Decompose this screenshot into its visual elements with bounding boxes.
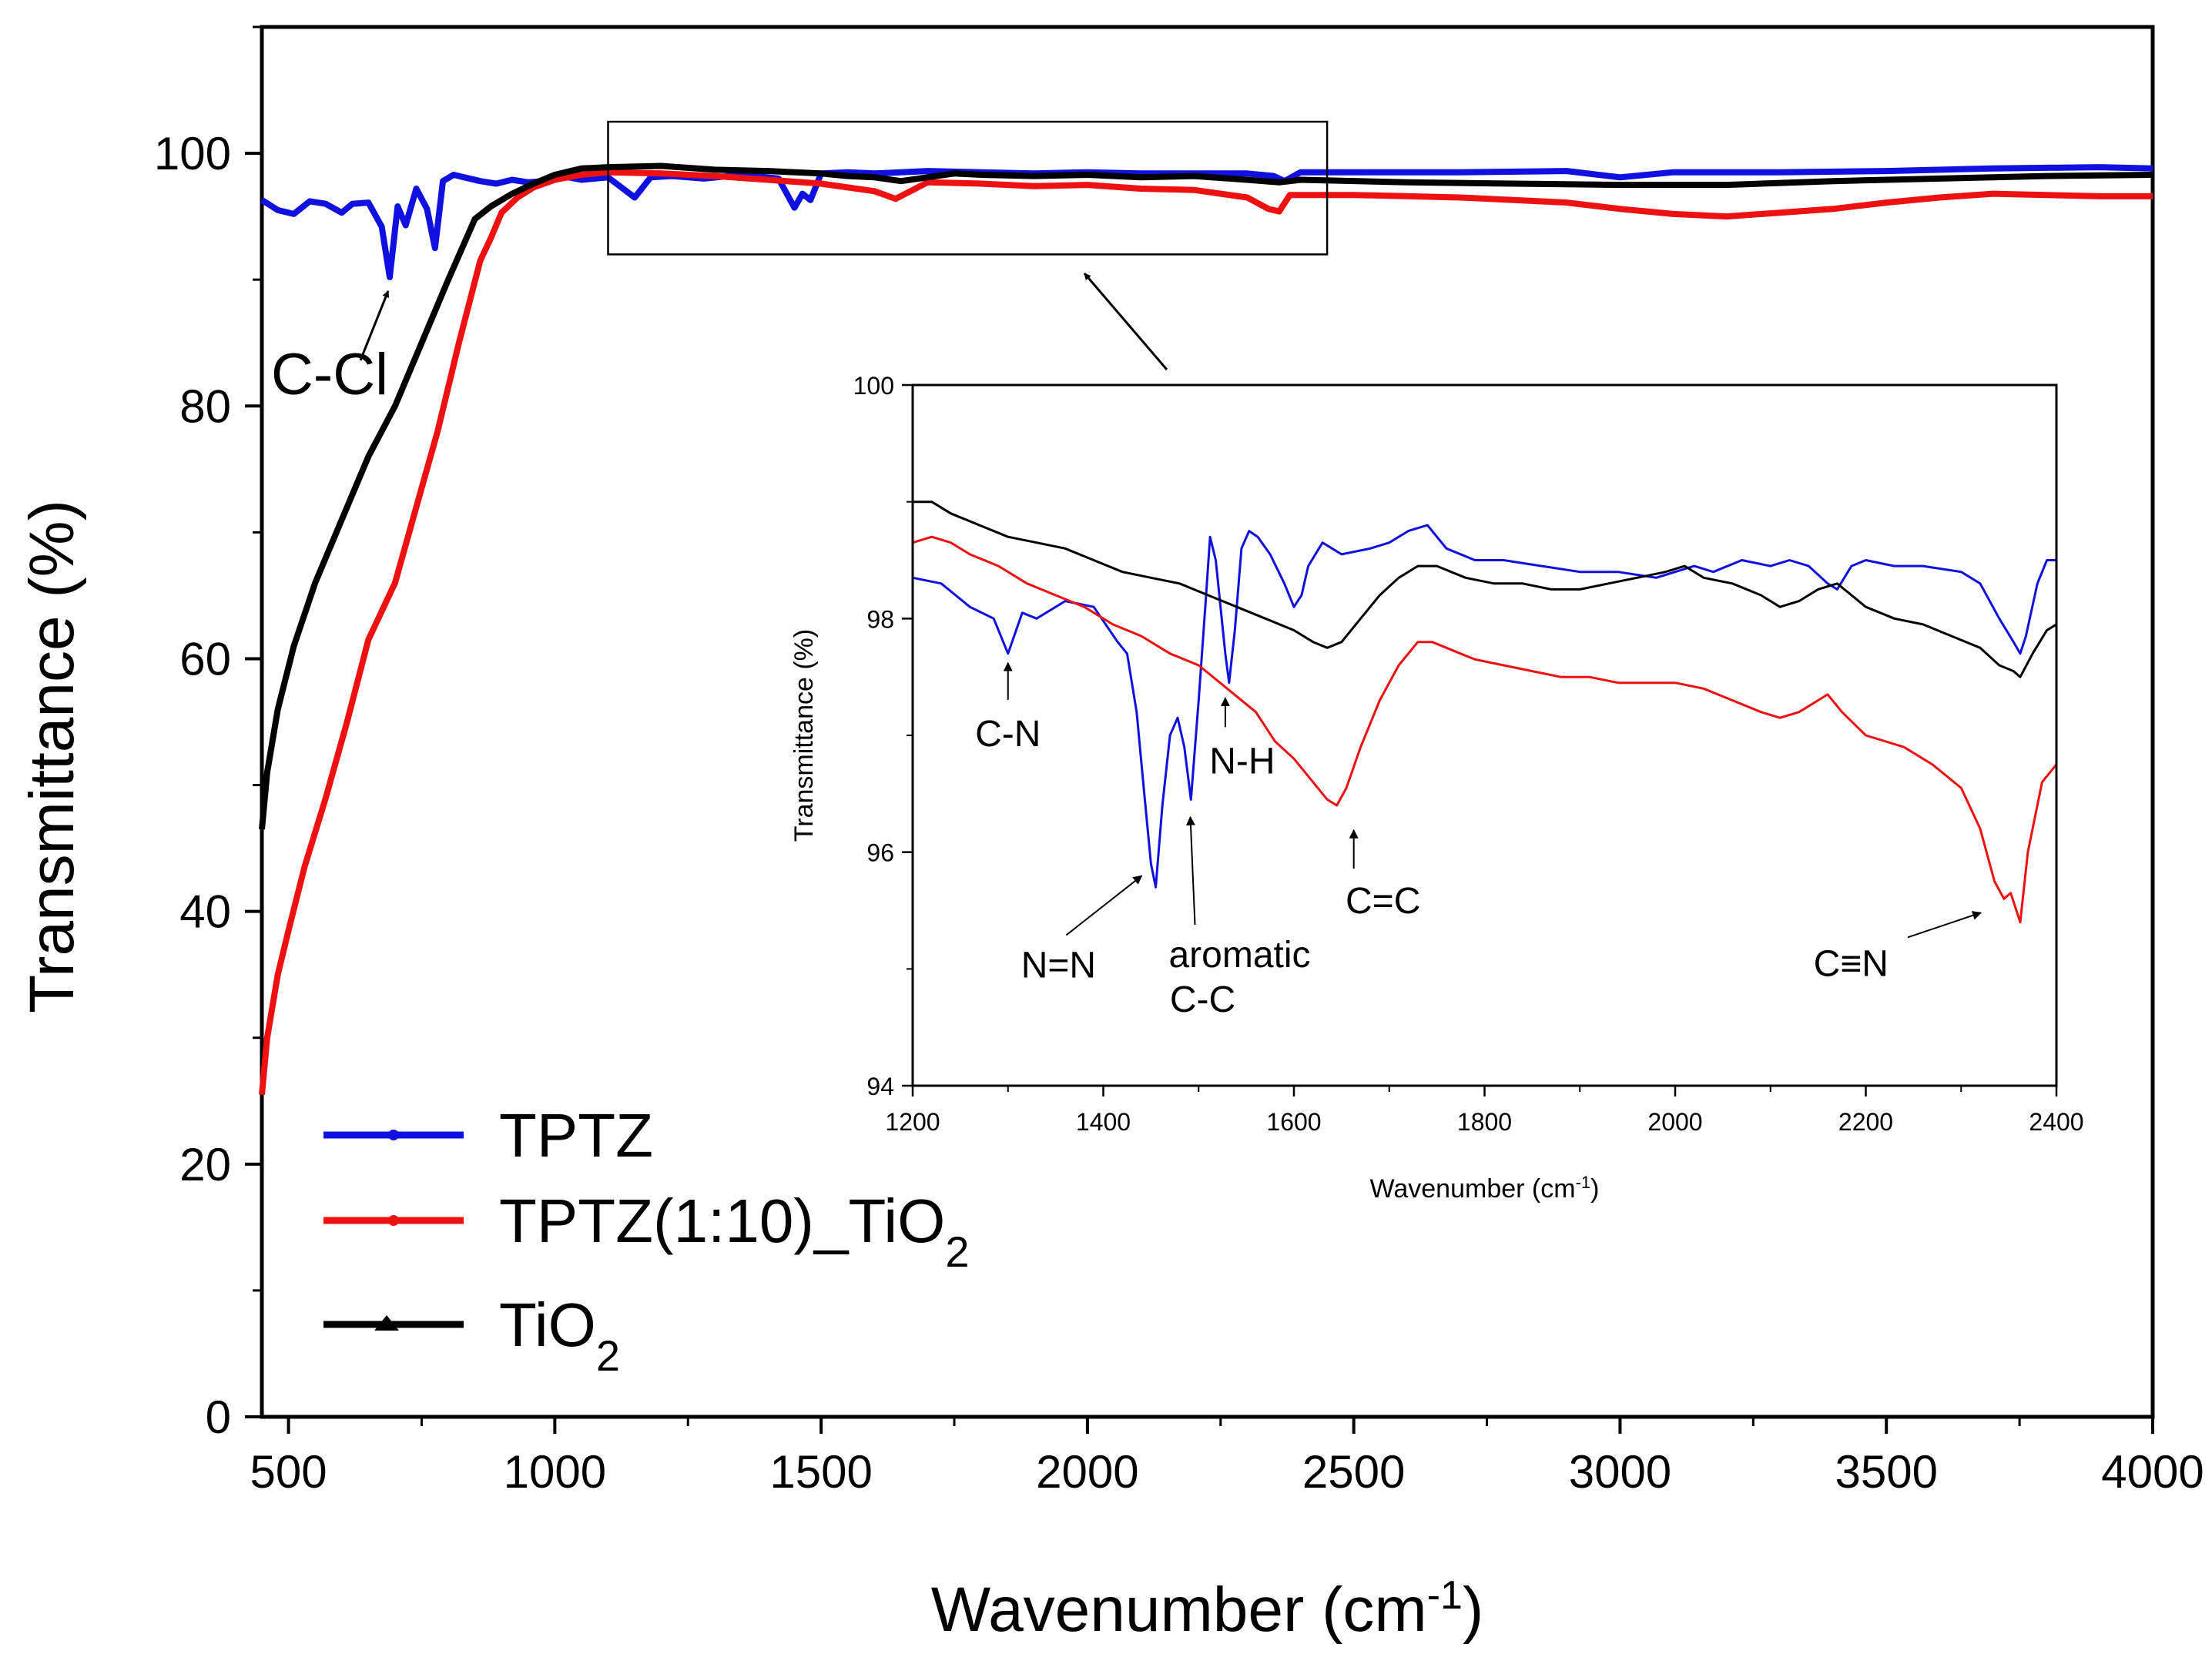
main-y-axis-title: Transmittance (%) [17,500,87,1013]
inset-y-axis-title: Transmittance (%) [789,629,819,842]
legend-label-tptz-tio2-sub: 2 [945,1227,969,1276]
inset-x-tick-label: 1400 [1076,1108,1131,1136]
main-x-tick-label: 2500 [1302,1446,1405,1498]
main-y-tick-label: 0 [206,1391,231,1443]
inset-annotations-group: C-N N=N aromatic C-C N-H C=C C≡N [975,661,1982,1020]
inset-y-tick-label: 98 [866,605,894,633]
inset-x-tick-label: 2000 [1647,1108,1702,1136]
legend-entry-tptz: TPTZ [323,1101,653,1170]
main-series-line-1 [259,169,2153,1095]
c-n-triple-annotation-arrow [1907,911,1982,939]
main-x-tick-label: 1000 [504,1446,606,1498]
aromatic-cc-annotation-arrow [1185,815,1196,926]
n-n-annotation-arrow [1065,875,1143,936]
main-axes-group: 500 1000 1500 2000 2500 3000 3500 4000 0 20 40 60 80… [154,25,2204,1498]
main-y-tick-label: 80 [179,380,231,432]
inset-y-tick-label: 96 [866,839,894,867]
c-cl-annotation-label: C-Cl [271,342,388,407]
n-h-annotation-label: N-H [1209,741,1275,782]
main-x-tick-label: 4000 [2101,1446,2204,1498]
c-cl-annotation-arrow [359,290,390,361]
legend-entry-tio2: TiO2 [323,1291,620,1380]
main-x-tick-label: 1500 [769,1446,872,1498]
main-y-tick-label: 20 [179,1139,231,1190]
main-x-tick-label: 3500 [1835,1446,1937,1498]
main-x-tick-label: 3000 [1569,1446,1671,1498]
zoom-region-box [607,120,1329,256]
legend-label-tio2-sub: 2 [596,1331,620,1380]
legend: TPTZ TPTZ(1:10)_TiO2 TiO2 [323,1101,970,1380]
inset-x-axis-title-sup: -1 [1576,1173,1591,1192]
legend-entry-tptz-tio2: TPTZ(1:10)_TiO2 [323,1187,970,1276]
inset-chart: 1200 1400 1600 1800 2000 2200 2400 94 96 98 100 Tr… [789,372,2084,1204]
main-x-axis-title: Wavenumber (cm-1) [931,1573,1484,1645]
legend-label-tptz: TPTZ [499,1101,653,1170]
main-x-tick-label: 2000 [1036,1446,1138,1498]
legend-label-tio2-main: TiO [499,1291,596,1359]
legend-label-tptz-tio2: TPTZ(1:10)_TiO2 [499,1187,970,1276]
inset-series-line-0 [912,524,2056,889]
aromatic-cc-annotation-label: C-C [1170,979,1235,1020]
n-n-annotation-label: N=N [1021,945,1096,986]
main-x-axis-title-main: Wavenumber (cm [931,1575,1427,1645]
c-c-double-annotation-label: C=C [1346,881,1420,922]
c-n-triple-annotation-label: C≡N [1814,943,1889,984]
main-plot-frame [260,25,2155,1419]
legend-marker-tptz [388,1130,399,1140]
main-series-line-2 [259,162,2153,830]
inset-x-axis-title-close: ) [1590,1174,1599,1204]
inset-y-tick-label: 100 [853,372,894,400]
inset-x-axis-title-main: Wavenumber (cm [1370,1174,1576,1204]
main-x-axis-title-close: ) [1463,1575,1483,1645]
inset-series-line-1 [912,535,2058,924]
inset-series-group [912,501,2058,924]
inset-x-axis-title: Wavenumber (cm-1) [1370,1173,1600,1204]
inset-x-tick-label: 2400 [2029,1108,2083,1136]
main-x-axis-title-sup: -1 [1427,1573,1463,1618]
zoom-pointer-arrow [1083,273,1168,370]
legend-marker-tio2 [374,1315,399,1331]
aromatic-annotation-label: aromatic [1168,935,1310,976]
c-n-annotation-label: C-N [975,714,1041,755]
inset-x-tick-label: 1600 [1266,1108,1321,1136]
main-y-tick-label: 60 [179,633,231,685]
inset-series-line-2 [913,501,2057,678]
legend-label-tptz-tio2-main: TPTZ(1:10)_TiO [499,1187,945,1255]
inset-axes-group: 1200 1400 1600 1800 2000 2200 2400 94 96 98 100 [853,372,2084,1136]
inset-x-tick-label: 2200 [1838,1108,1893,1136]
main-y-tick-label: 40 [179,886,231,938]
inset-x-tick-label: 1800 [1457,1108,1512,1136]
inset-x-tick-label: 1200 [885,1108,940,1136]
legend-label-tio2: TiO2 [499,1291,620,1380]
legend-marker-tptz-tio2 [388,1215,399,1226]
inset-y-tick-label: 94 [866,1073,894,1100]
main-x-tick-label: 500 [250,1446,327,1498]
main-chart: 500 1000 1500 2000 2500 3000 3500 4000 0 20 40 60 80… [17,25,2204,1645]
main-y-tick-label: 100 [154,128,231,179]
